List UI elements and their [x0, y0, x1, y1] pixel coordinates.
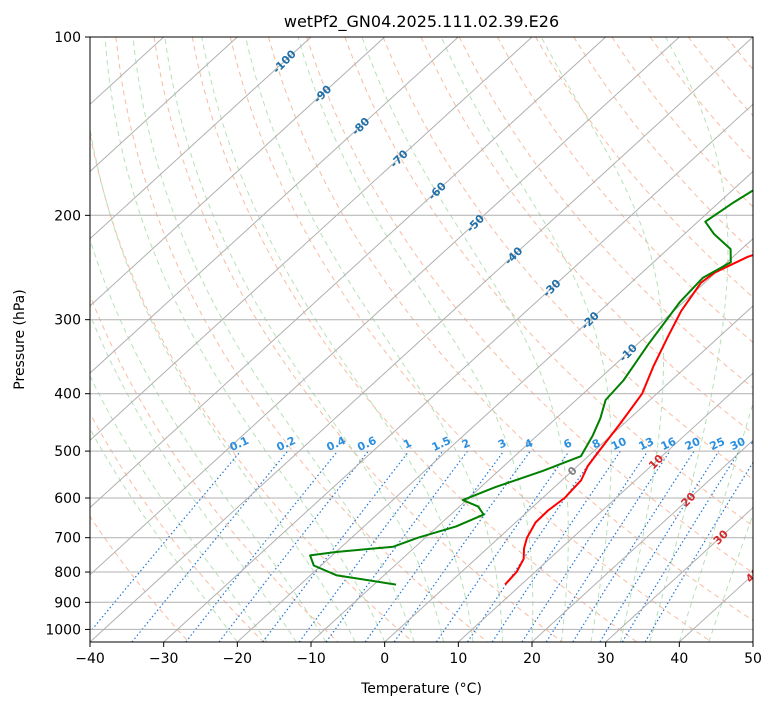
- y-tick-label: 700: [54, 531, 81, 547]
- dry-adiabat: [382, 37, 753, 481]
- mixing-ratio-line: [435, 450, 570, 642]
- x-tick-label: 10: [449, 651, 467, 667]
- y-tick-label: 1000: [45, 622, 81, 638]
- dry-adiabat: [496, 37, 753, 344]
- plot-frame: [89, 36, 754, 643]
- dry-adiabat: [765, 37, 775, 642]
- y-tick-label: 300: [54, 313, 81, 329]
- moist-adiabat: [678, 401, 753, 642]
- y-axis-label: Pressure (hPa): [12, 289, 28, 389]
- mixing-ratio-line: [262, 450, 410, 642]
- isotherm-line: [90, 37, 386, 307]
- mixing-ratio-line: [466, 450, 599, 642]
- isotherm-line: [310, 237, 753, 642]
- x-tick-label: 30: [597, 651, 615, 667]
- isotherm-line: [384, 305, 753, 642]
- isotherm-line: [90, 37, 753, 642]
- mixing-ratio-line: [90, 450, 242, 633]
- moist-adiabat: [361, 37, 569, 642]
- temperature-profile: [504, 254, 753, 586]
- chart-title: wetPf2_GN04.2025.111.02.39.E26: [284, 12, 559, 32]
- mixing-ratio-label: 20: [683, 435, 703, 453]
- isotherm-line: [90, 37, 459, 374]
- moist-adiabat: [649, 37, 729, 642]
- moist-adiabat: [201, 37, 474, 642]
- x-tick-label: −10: [296, 651, 326, 667]
- dry-adiabat: [115, 37, 488, 642]
- moist-adiabat: [245, 37, 503, 642]
- x-tick-label: 50: [744, 651, 762, 667]
- x-axis-label: Temperature (°C): [360, 681, 482, 697]
- mixing-ratio-label: 30: [728, 435, 748, 453]
- y-tick-label: 600: [54, 491, 81, 507]
- x-tick-label: −30: [149, 651, 179, 667]
- mixing-ratio-label: 13: [637, 435, 656, 453]
- isotherm-line: [90, 37, 533, 442]
- dry-adiabat: [153, 37, 563, 642]
- mixing-ratio-line: [621, 450, 740, 642]
- moist-adiabat: [104, 37, 386, 642]
- moist-adiabat: [90, 313, 297, 642]
- moist-adiabat: [90, 427, 238, 642]
- axes: −40 −30 −20 −10 0 10 20 30 40 50 100 200 300 400 500 60…: [45, 30, 762, 667]
- background-lines: [90, 37, 775, 642]
- x-tick-label: −20: [223, 651, 253, 667]
- dry-adiabat: [191, 37, 638, 642]
- moist-adiabat: [90, 237, 327, 642]
- mixing-ratio-label: 36: [749, 435, 769, 453]
- isotherm-line: [90, 37, 238, 173]
- mixing-ratio-line: [131, 450, 289, 642]
- y-tick-label: 200: [54, 208, 81, 224]
- mixing-ratio-line: [545, 450, 671, 642]
- data-lines: [309, 189, 753, 586]
- moist-adiabat: [90, 125, 356, 642]
- mixing-ratio-label: 10: [609, 435, 629, 453]
- isotherm-line: [90, 37, 680, 576]
- y-tick-label: 100: [54, 30, 81, 46]
- isotherm-line: [236, 170, 753, 642]
- moist-adiabat: [90, 374, 268, 642]
- x-tick-label: 40: [670, 651, 688, 667]
- mixing-ratio-line: [491, 450, 621, 642]
- mixing-ratio-line: [521, 450, 649, 642]
- y-tick-label: 400: [54, 387, 81, 403]
- dry-adiabat: [535, 37, 753, 298]
- y-tick-label: 800: [54, 565, 81, 581]
- dry-adiabat: [90, 412, 264, 642]
- mixing-ratio-line: [572, 450, 695, 642]
- x-tick-label: 0: [380, 651, 389, 667]
- x-tick-label: 20: [523, 651, 541, 667]
- dry-adiabat: [90, 131, 414, 642]
- mixing-ratio-line: [364, 450, 505, 642]
- mixing-ratio-label: 25: [708, 435, 727, 453]
- mixing-ratio-line: [325, 450, 468, 642]
- isotherm-label: 40: [743, 565, 763, 585]
- mixing-ratio-label: 16: [659, 435, 679, 453]
- isotherm-line: [90, 37, 312, 240]
- x-tick-label: −40: [75, 651, 105, 667]
- mixing-ratio-line: [298, 450, 444, 642]
- isotherm-line: [457, 372, 753, 642]
- isotherm-line: [163, 103, 753, 642]
- mixing-ratio-line: [185, 450, 339, 642]
- isotherm-line: [531, 439, 753, 642]
- isotherm-line: [752, 641, 753, 642]
- moist-adiabat: [164, 37, 445, 642]
- isotherm-line: [90, 37, 607, 509]
- y-tick-label: 500: [54, 444, 81, 460]
- isotherm-line: [605, 506, 753, 642]
- dewpoint-profile: [309, 189, 753, 586]
- moist-adiabat: [440, 37, 612, 642]
- moist-adiabat: [297, 37, 534, 642]
- y-tick-label: 900: [54, 595, 81, 611]
